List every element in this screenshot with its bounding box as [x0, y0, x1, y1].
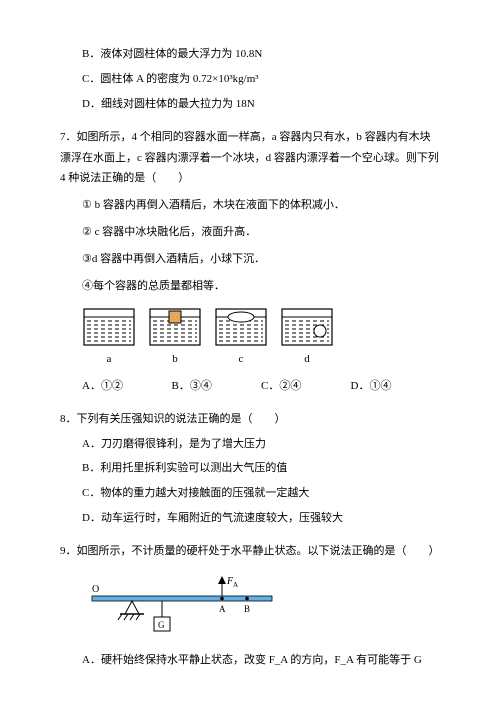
- q7-stem: 7．如图所示，4 个相同的容器水面一样高，a 容器内只有水，b 容器内有木块漂浮…: [60, 127, 440, 190]
- q6-option-b: B．液体对圆柱体的最大浮力为 10.8N: [82, 44, 440, 65]
- label-a: A: [219, 604, 226, 614]
- vessel-b-icon: [148, 307, 202, 347]
- q9-option-a: A．硬杆始终保持水平静止状态，改变 F_A 的方向，F_A 有可能等于 G: [82, 650, 440, 671]
- vessel-d-label: d: [280, 349, 334, 370]
- label-o: O: [92, 584, 99, 595]
- q7-choice-a: A．①②: [82, 376, 172, 397]
- q7-choice-d: D．①④: [351, 376, 441, 397]
- q8-option-a: A．刀刃磨得很锋利，是为了增大压力: [82, 434, 440, 455]
- q7-sub4: ④每个容器的总质量都相等．: [82, 276, 440, 297]
- q8-stem: 8．下列有关压强知识的说法正确的是（ ）: [60, 409, 440, 430]
- q7-sub2: ② c 容器中冰块融化后，液面升高．: [82, 222, 440, 243]
- q7-choice-b: B．③④: [172, 376, 262, 397]
- q8-option-b: B．利用托里拆利实验可以测出大气压的值: [82, 458, 440, 479]
- q7-sub3: ③d 容器中再倒入酒精后，小球下沉．: [82, 249, 440, 270]
- vessel-d-icon: [280, 307, 334, 347]
- q7-choice-c: C．②④: [261, 376, 351, 397]
- q6-option-d: D．细线对圆柱体的最大拉力为 18N: [82, 94, 440, 115]
- q7-sub1: ① b 容器内再倒入酒精后，木块在液面下的体积减小．: [82, 195, 440, 216]
- q9-stem: 9．如图所示，不计质量的硬杆处于水平静止状态。以下说法正确的是（ ）: [60, 541, 440, 562]
- q8-option-d: D．动车运行时，车厢附近的气流速度较大，压强较大: [82, 508, 440, 529]
- vessel-a-label: a: [82, 349, 136, 370]
- q6-option-c: C．圆柱体 A 的密度为 0.72×10³kg/m³: [82, 69, 440, 90]
- label-fa-sub: A: [233, 581, 238, 589]
- vessel-c-label: c: [214, 349, 268, 370]
- label-g: G: [158, 620, 165, 630]
- vessel-c-icon: [214, 307, 268, 347]
- q8-option-c: C．物体的重力越大对接触面的压强就一定越大: [82, 483, 440, 504]
- vessel-a-icon: [82, 307, 136, 347]
- vessel-b-label: b: [148, 349, 202, 370]
- q7-choices: A．①② B．③④ C．②④ D．①④: [82, 376, 440, 397]
- label-b: B: [244, 604, 250, 614]
- q9-figure: O G F A A B: [82, 572, 440, 642]
- q7-figure: a b c: [82, 307, 440, 370]
